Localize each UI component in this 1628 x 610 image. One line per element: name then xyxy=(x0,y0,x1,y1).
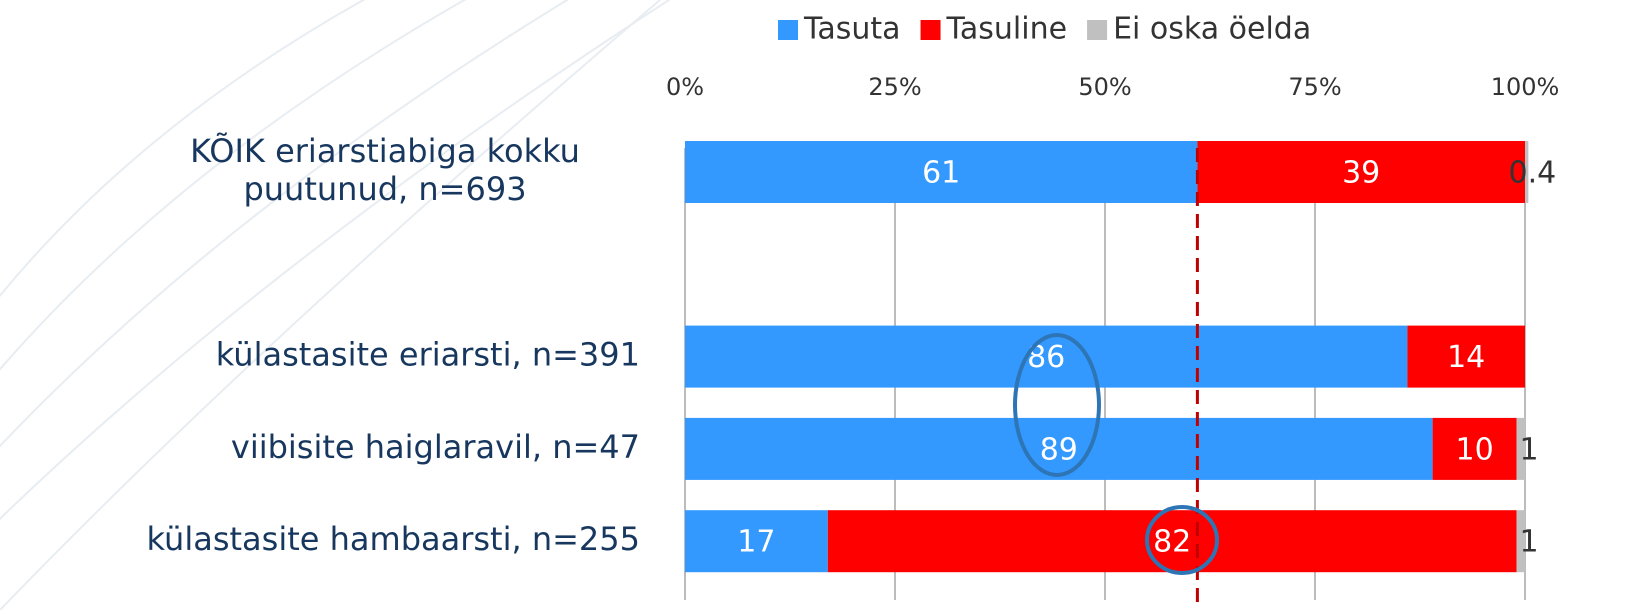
x-tick-label: 25% xyxy=(868,73,921,101)
legend-swatch xyxy=(778,20,798,40)
x-tick-label: 75% xyxy=(1288,73,1341,101)
category-label: viibisite haiglaravil, n=47 xyxy=(231,428,640,466)
highlight-ellipse xyxy=(1145,505,1219,575)
legend-label: Tasuta xyxy=(803,12,901,47)
data-label: 1 xyxy=(1519,432,1538,467)
x-tick-label: 50% xyxy=(1078,73,1131,101)
x-tick-label: 100% xyxy=(1491,73,1560,101)
bar-segment xyxy=(1432,417,1517,480)
legend-swatch xyxy=(1087,20,1108,40)
bar-segment xyxy=(685,417,1433,480)
data-label: 61 xyxy=(922,156,960,191)
category-label: KÕIK eriarstiabiga kokku puutunud, n=693 xyxy=(190,132,580,208)
legend-swatch xyxy=(920,20,941,40)
data-label: 17 xyxy=(737,525,775,560)
category-label: külastasite hambaarsti, n=255 xyxy=(147,520,641,558)
bar-segment xyxy=(685,141,1198,203)
category-label: külastasite eriarsti, n=391 xyxy=(216,336,640,374)
bar-segment xyxy=(827,510,1517,573)
highlight-ellipse xyxy=(1013,333,1101,477)
legend-label: Tasuline xyxy=(946,12,1068,47)
bar-segment xyxy=(1197,141,1525,203)
data-label: 14 xyxy=(1447,340,1485,375)
bar-segment xyxy=(685,510,828,573)
bar-segment xyxy=(1516,510,1525,573)
bar-segment xyxy=(1407,325,1525,388)
x-tick-label: 0% xyxy=(666,73,704,101)
legend-label: Ei oska öelda xyxy=(1113,12,1311,47)
background-decoration xyxy=(0,0,671,610)
data-label: 1 xyxy=(1519,525,1538,560)
data-label: 10 xyxy=(1456,432,1494,467)
legend: Tasuta Tasuline Ei oska öelda xyxy=(778,12,1311,47)
data-label: 82 xyxy=(1153,525,1191,560)
bar-segment xyxy=(1516,417,1525,480)
data-label: 0.4 xyxy=(1509,156,1557,191)
bar-segment xyxy=(1525,141,1529,203)
data-label: 39 xyxy=(1342,156,1380,191)
data-label: 89 xyxy=(1040,432,1078,467)
